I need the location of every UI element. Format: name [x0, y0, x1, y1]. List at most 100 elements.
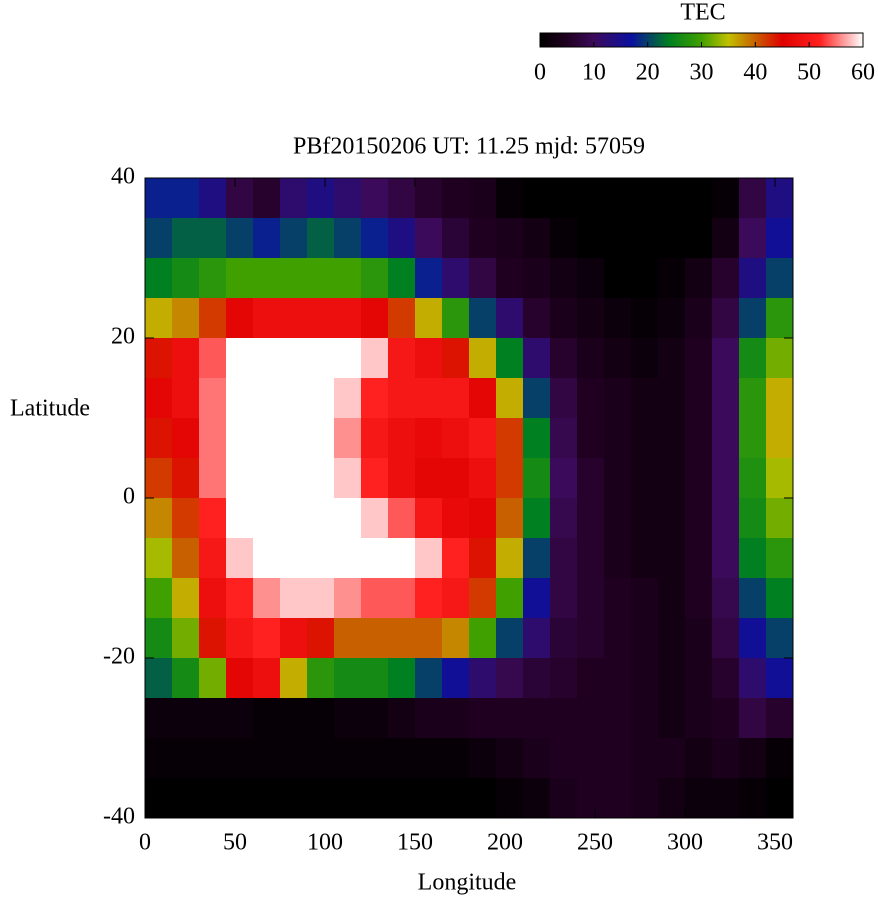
heat-cell: [145, 218, 173, 259]
heat-cell: [712, 218, 740, 259]
heat-cell: [712, 378, 740, 419]
heat-cell: [685, 778, 713, 819]
heat-cell: [199, 298, 227, 339]
heat-cell: [253, 778, 281, 819]
heat-cell: [334, 218, 362, 259]
heat-cell: [145, 258, 173, 299]
heat-cell: [604, 778, 632, 819]
heat-cell: [361, 298, 389, 339]
heat-cell: [388, 218, 416, 259]
heat-cell: [415, 578, 443, 619]
heat-cell: [361, 218, 389, 259]
heat-cell: [280, 578, 308, 619]
heat-cell: [226, 178, 254, 219]
heat-cell: [712, 338, 740, 379]
heat-cell: [172, 178, 200, 219]
heat-cell: [577, 458, 605, 499]
heat-cell: [604, 218, 632, 259]
heat-cell: [253, 338, 281, 379]
heat-cell: [334, 458, 362, 499]
heat-cell: [253, 458, 281, 499]
heat-cell: [523, 538, 551, 579]
heat-cell: [442, 578, 470, 619]
heat-cell: [631, 338, 659, 379]
heat-cell: [550, 618, 578, 659]
heat-cell: [604, 658, 632, 699]
heat-cell: [280, 218, 308, 259]
heat-cell: [577, 338, 605, 379]
heat-cell: [145, 738, 173, 779]
heat-cell: [577, 418, 605, 459]
heat-cell: [523, 458, 551, 499]
heat-cell: [766, 298, 794, 339]
x-tick-label: 300: [667, 830, 703, 856]
heat-cell: [172, 218, 200, 259]
heat-cell: [199, 218, 227, 259]
heat-cell: [253, 538, 281, 579]
heat-cell: [334, 298, 362, 339]
heat-cell: [469, 178, 497, 219]
heat-cell: [226, 418, 254, 459]
heat-cell: [658, 538, 686, 579]
heat-cell: [712, 298, 740, 339]
heat-cell: [685, 658, 713, 699]
heat-cell: [712, 578, 740, 619]
heat-cell: [766, 778, 794, 819]
heat-cell: [469, 698, 497, 739]
heat-cell: [658, 738, 686, 779]
heat-cell: [442, 738, 470, 779]
heat-cell: [685, 258, 713, 299]
heat-cell: [280, 378, 308, 419]
x-tick-label: 150: [397, 830, 433, 856]
heat-cell: [550, 458, 578, 499]
heat-cell: [226, 498, 254, 539]
heat-cell: [631, 498, 659, 539]
heat-cell: [604, 178, 632, 219]
heat-cell: [685, 618, 713, 659]
heat-cell: [253, 498, 281, 539]
heat-cell: [145, 658, 173, 699]
heat-cell: [577, 498, 605, 539]
x-axis-label: Longitude: [418, 870, 517, 896]
heat-cell: [442, 258, 470, 299]
heat-cell: [469, 298, 497, 339]
heat-cell: [739, 698, 767, 739]
heat-cell: [442, 298, 470, 339]
heat-cell: [469, 458, 497, 499]
heat-cell: [631, 458, 659, 499]
heat-cell: [226, 578, 254, 619]
heat-cell: [577, 218, 605, 259]
heat-cell: [739, 378, 767, 419]
heat-cell: [631, 778, 659, 819]
heat-cell: [577, 298, 605, 339]
heat-cell: [550, 218, 578, 259]
heat-cell: [577, 258, 605, 299]
heat-cell: [496, 418, 524, 459]
heat-cell: [253, 698, 281, 739]
heat-cell: [415, 498, 443, 539]
heat-cell: [496, 258, 524, 299]
heat-cell: [415, 738, 443, 779]
heat-cell: [496, 298, 524, 339]
heat-cell: [388, 498, 416, 539]
heat-cell: [712, 458, 740, 499]
heat-cell: [766, 738, 794, 779]
heat-cell: [766, 498, 794, 539]
heat-cell: [199, 538, 227, 579]
heat-cell: [415, 418, 443, 459]
heat-cell: [415, 538, 443, 579]
heat-cell: [199, 778, 227, 819]
heat-cell: [145, 698, 173, 739]
heat-cell: [226, 778, 254, 819]
heat-cell: [280, 778, 308, 819]
heat-cell: [442, 178, 470, 219]
heat-cell: [496, 378, 524, 419]
heat-cell: [388, 258, 416, 299]
heat-cell: [523, 738, 551, 779]
heat-cell: [253, 618, 281, 659]
heat-cell: [307, 778, 335, 819]
heat-cell: [604, 618, 632, 659]
heat-cell: [361, 338, 389, 379]
heat-cell: [658, 778, 686, 819]
heat-cell: [172, 498, 200, 539]
